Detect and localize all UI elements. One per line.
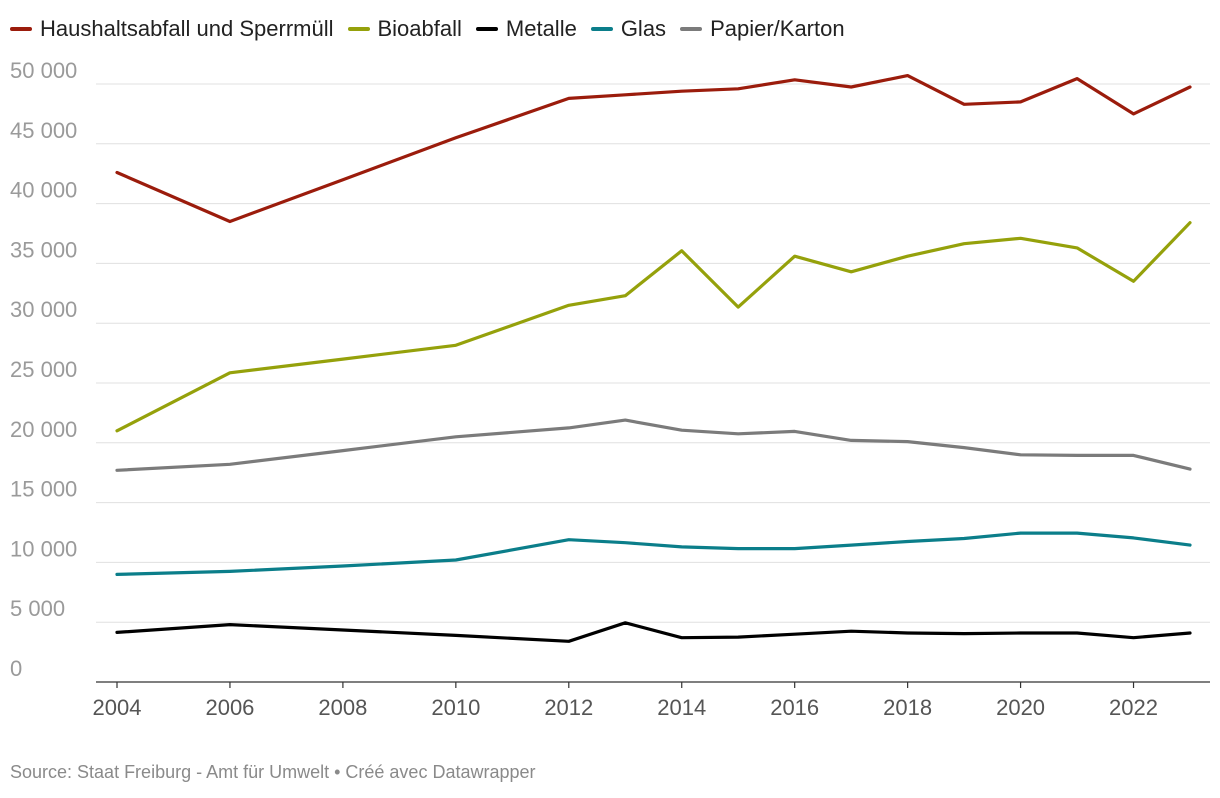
x-tick-label: 2010 [431, 695, 480, 720]
legend-item: Haushaltsabfall und Sperrmüll [10, 16, 334, 42]
y-tick-label: 45 000 [10, 118, 77, 143]
series-line-metalle [115, 621, 1192, 643]
legend-swatch [680, 27, 703, 31]
source-credit: Source: Staat Freiburg - Amt für Umwelt … [10, 762, 536, 782]
series-line-bioabfall [115, 221, 1192, 433]
series-line-haushaltsabfall-und-sperrmüll [115, 73, 1192, 224]
y-tick-label: 40 000 [10, 178, 77, 203]
y-tick-label: 25 000 [10, 357, 77, 382]
x-tick-label: 2006 [205, 695, 254, 720]
series-line-papier-karton [115, 418, 1192, 472]
y-tick-label: 30 000 [10, 297, 77, 322]
x-tick-label: 2022 [1109, 695, 1158, 720]
gridlines [96, 83, 1210, 683]
legend-item: Glas [590, 16, 667, 42]
chart-legend: Haushaltsabfall und Sperrmüll Bioabfall Me… [10, 14, 845, 44]
x-tick-label: 2012 [544, 695, 593, 720]
x-tick-label: 2020 [996, 695, 1045, 720]
y-tick-label: 20 000 [10, 417, 77, 442]
series-lines [115, 73, 1192, 643]
legend-item: Bioabfall [347, 16, 462, 42]
y-tick-label: 0 [10, 656, 22, 681]
legend-swatch [475, 27, 498, 31]
legend-swatch [347, 27, 370, 31]
y-tick-label: 15 000 [10, 477, 77, 502]
legend-item: Papier/Karton [680, 16, 845, 42]
legend-label: Metalle [505, 16, 577, 41]
x-tick-label: 2014 [657, 695, 706, 720]
legend-swatch [10, 27, 32, 31]
y-tick-label: 10 000 [10, 536, 77, 561]
y-axis-ticks: 0 5 000 10 000 15 000 20 000 25 000 30 000 35 0… [10, 58, 77, 681]
series-line-glas [115, 531, 1192, 577]
legend-label: Haushaltsabfall und Sperrmüll [40, 16, 334, 41]
x-tick-label: 2004 [93, 695, 142, 720]
y-tick-label: 50 000 [10, 58, 77, 83]
x-axis-ticks: 2004 2006 2008 2010 2012 2014 2016 2018 2020 2022 [93, 682, 1158, 720]
x-tick-label: 2016 [770, 695, 819, 720]
y-tick-label: 35 000 [10, 237, 77, 262]
x-tick-label: 2008 [318, 695, 367, 720]
legend-item: Metalle [475, 16, 577, 42]
legend-swatch [590, 27, 613, 31]
y-tick-label: 5 000 [10, 596, 65, 621]
x-tick-label: 2018 [883, 695, 932, 720]
legend-label: Glas [620, 16, 667, 41]
legend-label: Bioabfall [377, 16, 462, 41]
legend-label: Papier/Karton [710, 16, 845, 41]
